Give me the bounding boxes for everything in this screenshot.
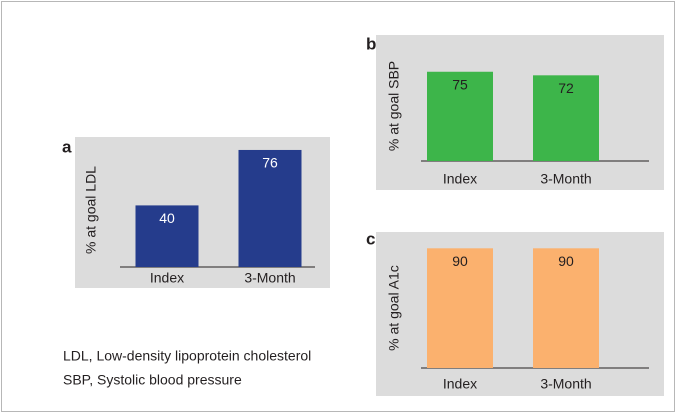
bar: [135, 205, 199, 267]
plot-area: [376, 232, 664, 396]
bar: [533, 248, 599, 368]
x-tick-label: Index: [150, 270, 184, 286]
x-tick-label: 3-Month: [540, 171, 591, 187]
value-label: 76: [262, 155, 278, 171]
bar: [533, 75, 599, 161]
bar: [427, 248, 493, 368]
x-tick-label: 3-Month: [244, 270, 295, 286]
value-label: 90: [558, 253, 574, 269]
x-tick-label: Index: [443, 171, 477, 187]
bar: [238, 149, 302, 267]
footnote: SBP, Systolic blood pressure: [63, 372, 242, 388]
x-tick-label: Index: [443, 376, 477, 392]
x-tick-label: 3-Month: [540, 376, 591, 392]
panel-label: c: [366, 229, 375, 248]
bar: [427, 71, 493, 161]
y-axis-label: % at goal SBP: [386, 61, 402, 151]
panel-label: a: [62, 137, 72, 156]
value-label: 40: [159, 210, 175, 226]
value-label: 75: [452, 76, 468, 92]
plot-area: [376, 35, 664, 190]
y-axis-label: % at goal A1c: [386, 265, 402, 351]
value-label: 72: [558, 80, 574, 96]
footnote: LDL, Low-density lipoprotein cholesterol: [63, 348, 311, 364]
value-label: 90: [452, 253, 468, 269]
panel-label: b: [366, 34, 376, 53]
y-axis-label: % at goal LDL: [83, 166, 99, 254]
